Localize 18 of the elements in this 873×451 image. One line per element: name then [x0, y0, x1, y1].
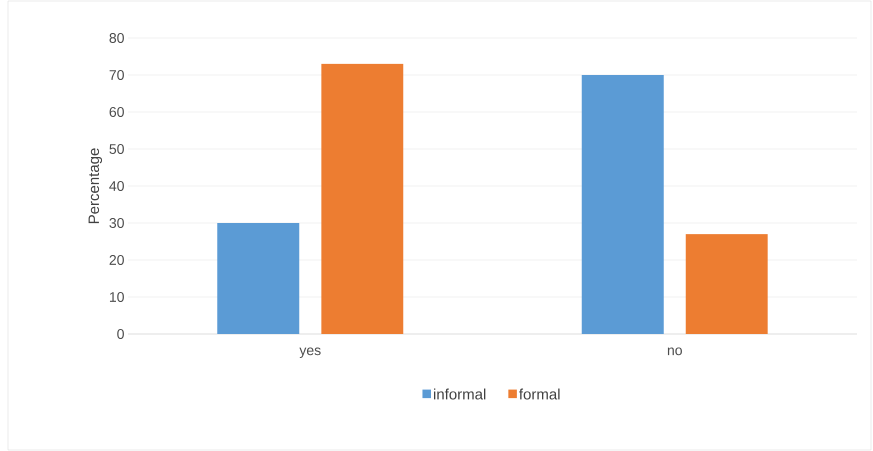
bar [321, 64, 404, 334]
x-tick-label: no [668, 348, 682, 356]
y-tick-label: 50 [109, 144, 124, 154]
x-tick-label: yes [299, 348, 321, 358]
legend-label: formal [519, 388, 560, 400]
y-tick-label: 0 [117, 329, 124, 339]
y-tick-label: 10 [110, 292, 124, 302]
bar [582, 75, 664, 334]
bar [217, 223, 300, 334]
y-tick-label: 70 [110, 70, 124, 80]
y-tick-label: 30 [109, 218, 124, 228]
y-tick-label: 80 [110, 33, 124, 43]
bar [686, 234, 768, 334]
y-tick-label: 20 [110, 255, 124, 265]
y-tick-label: 60 [110, 107, 124, 117]
legend-label: informal [434, 388, 486, 400]
y-axis-title: Percentage [88, 148, 102, 224]
y-tick-label: 40 [109, 181, 124, 191]
